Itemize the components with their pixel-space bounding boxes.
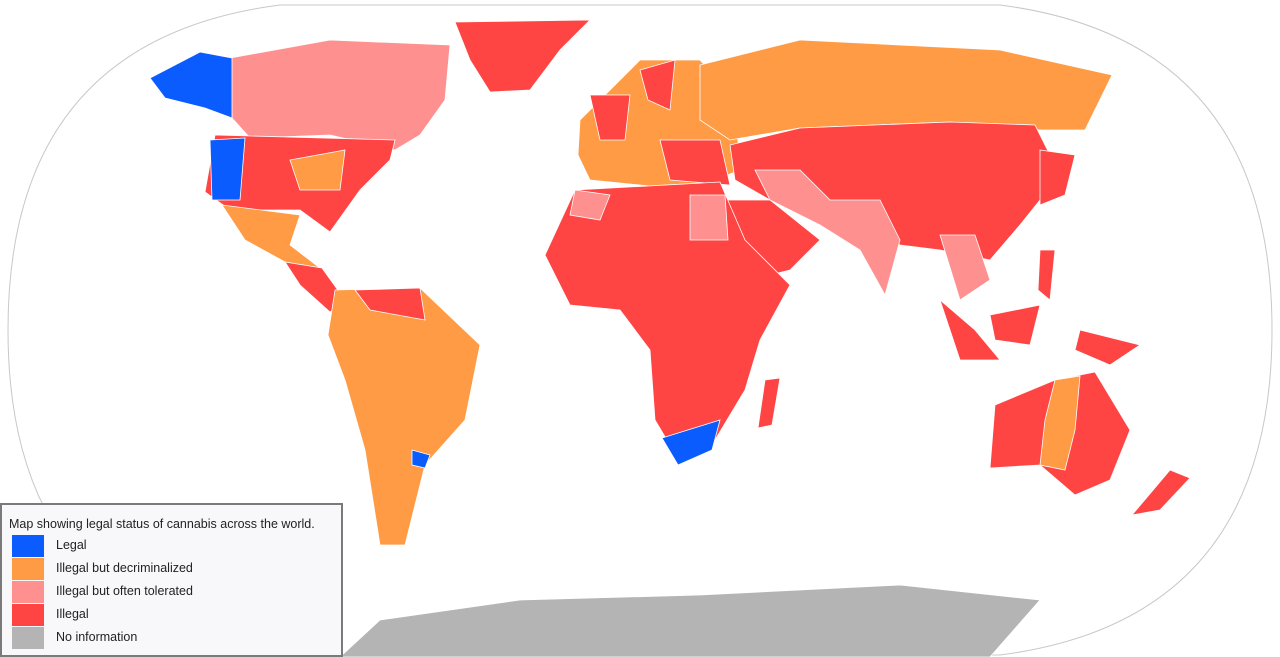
new-zealand bbox=[1130, 469, 1191, 516]
usa-mid bbox=[289, 149, 346, 191]
legend-swatch bbox=[12, 604, 44, 626]
japan bbox=[1039, 149, 1076, 206]
canada bbox=[229, 39, 451, 151]
europe-illegal bbox=[589, 59, 731, 186]
south-asia bbox=[754, 169, 991, 301]
alaska bbox=[149, 51, 233, 119]
russia bbox=[699, 39, 1113, 141]
south-africa bbox=[661, 419, 721, 466]
africa-tolerated bbox=[569, 189, 729, 241]
legend-label: Legal bbox=[56, 538, 87, 552]
south-america bbox=[327, 287, 481, 546]
legend-swatch bbox=[12, 581, 44, 603]
legend-title: Map showing legal status of cannabis acr… bbox=[9, 517, 315, 531]
legend-swatch bbox=[12, 627, 44, 649]
legend-label: Illegal but decriminalized bbox=[56, 561, 193, 575]
venezuela bbox=[354, 287, 426, 321]
legend-label: Illegal bbox=[56, 607, 89, 621]
greenland bbox=[454, 19, 591, 93]
australia-central bbox=[1039, 375, 1081, 471]
legend-swatch bbox=[12, 535, 44, 557]
antarctica bbox=[339, 584, 1041, 657]
legend: Map showing legal status of cannabis acr… bbox=[0, 503, 343, 657]
usa-west bbox=[209, 137, 246, 201]
legend-swatch bbox=[12, 558, 44, 580]
southeast-asia bbox=[939, 249, 1141, 366]
madagascar bbox=[757, 377, 781, 429]
uruguay bbox=[411, 449, 431, 469]
legend-label: Illegal but often tolerated bbox=[56, 584, 193, 598]
legend-label: No information bbox=[56, 630, 138, 644]
